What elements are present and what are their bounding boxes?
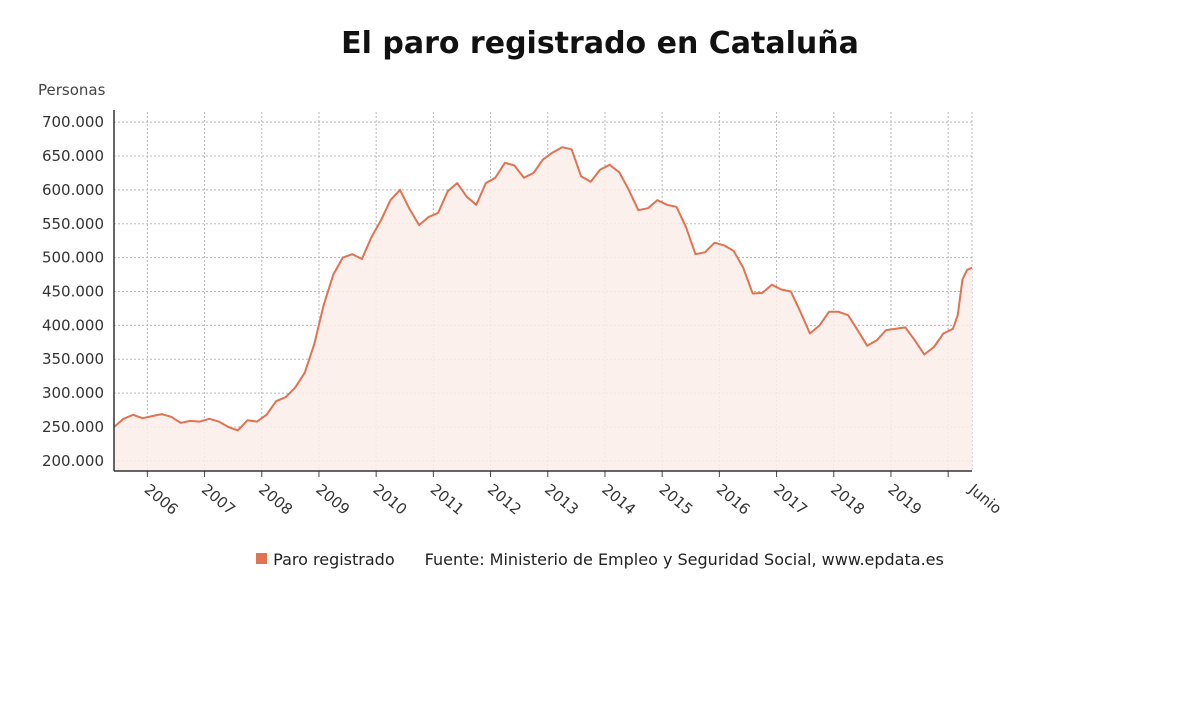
legend-swatch bbox=[256, 553, 268, 564]
y-tick-label: 300.000 bbox=[42, 384, 104, 402]
y-tick-label: 650.000 bbox=[42, 147, 104, 165]
y-tick-label: 500.000 bbox=[42, 249, 104, 267]
x-tick-label: 2010 bbox=[370, 480, 411, 518]
x-tick-label: 2008 bbox=[255, 480, 296, 518]
x-tick-label: 2007 bbox=[198, 480, 239, 518]
x-tick-label: 2012 bbox=[484, 480, 525, 518]
y-tick-label: 350.000 bbox=[42, 350, 104, 368]
y-tick-label: 400.000 bbox=[42, 316, 104, 334]
y-tick-label: 550.000 bbox=[42, 215, 104, 233]
y-tick-label: 200.000 bbox=[42, 452, 104, 470]
x-tick-label: Junio bbox=[965, 480, 1006, 518]
chart-title: El paro registrado en Cataluña bbox=[341, 26, 859, 61]
axes bbox=[113, 110, 972, 477]
legend-label: Paro registrado bbox=[273, 550, 395, 569]
x-tick-label: 2013 bbox=[541, 480, 582, 518]
x-tick-label: 2014 bbox=[598, 480, 639, 518]
x-tick-label: 2011 bbox=[427, 480, 468, 518]
y-axis-title: Personas bbox=[38, 81, 106, 99]
y-tick-label: 250.000 bbox=[42, 418, 104, 436]
x-tick-label: 2015 bbox=[656, 480, 697, 518]
x-tick-label: 2019 bbox=[884, 480, 925, 518]
x-tick-label: 2018 bbox=[827, 480, 868, 518]
x-tick-label: 2009 bbox=[312, 480, 353, 518]
x-tick-label: 2016 bbox=[713, 480, 754, 518]
y-tick-label: 700.000 bbox=[42, 113, 104, 131]
x-tick-label: 2017 bbox=[770, 480, 811, 518]
legend: Paro registrado Fuente: Ministerio de Emp… bbox=[0, 550, 1200, 569]
x-tick-label: 2006 bbox=[141, 480, 182, 518]
series-line-paro-registrado bbox=[113, 146, 973, 432]
y-tick-label: 600.000 bbox=[42, 181, 104, 199]
series-area-paro-registrado bbox=[114, 147, 972, 471]
source-note: Fuente: Ministerio de Empleo y Seguridad… bbox=[424, 550, 944, 569]
y-tick-label: 450.000 bbox=[42, 283, 104, 301]
x-tick-labels: 2006 2007 2008 2009 2010 2011 2012 2013 2014 2015… bbox=[141, 480, 1005, 519]
y-tick-labels: 200.000 250.000 300.000 350.000 400.000 450.0… bbox=[42, 113, 104, 470]
